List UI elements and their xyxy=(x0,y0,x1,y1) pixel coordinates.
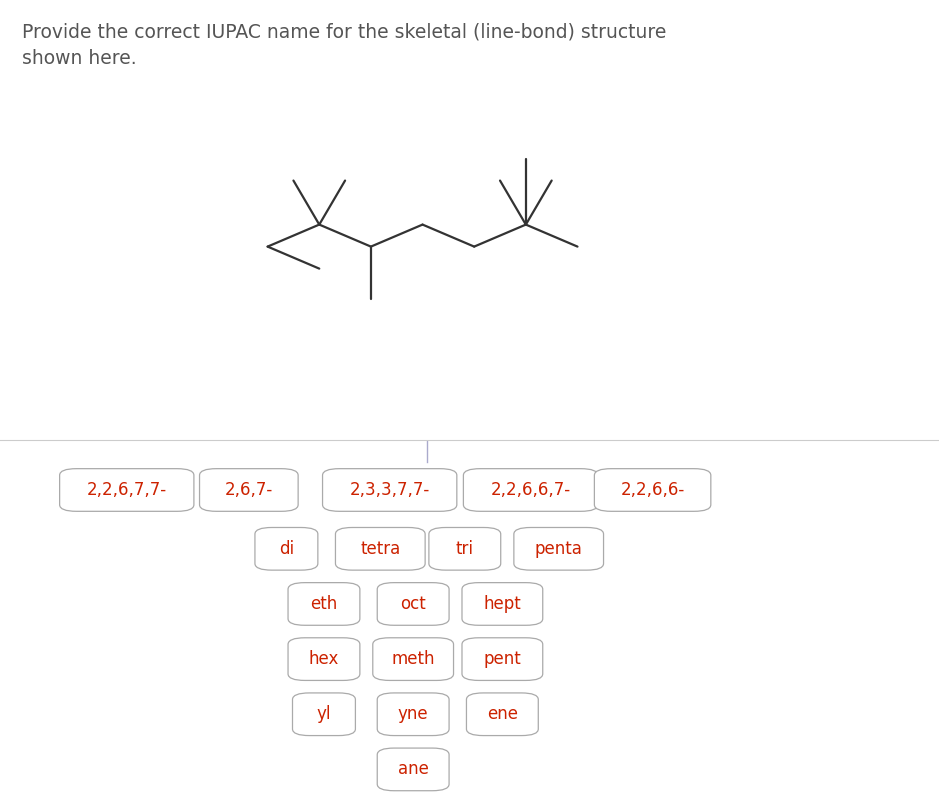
FancyBboxPatch shape xyxy=(323,469,456,511)
Text: 2,2,6,6,7-: 2,2,6,6,7- xyxy=(490,481,571,499)
Text: di: di xyxy=(279,540,294,558)
FancyBboxPatch shape xyxy=(429,528,500,570)
Text: ene: ene xyxy=(486,705,518,723)
Text: hex: hex xyxy=(309,650,339,668)
Text: meth: meth xyxy=(392,650,435,668)
FancyBboxPatch shape xyxy=(288,583,360,625)
Text: yl: yl xyxy=(316,705,331,723)
Text: pent: pent xyxy=(484,650,521,668)
FancyBboxPatch shape xyxy=(462,583,543,625)
FancyBboxPatch shape xyxy=(255,528,317,570)
Text: 2,2,6,7,7-: 2,2,6,7,7- xyxy=(86,481,167,499)
FancyBboxPatch shape xyxy=(292,693,355,735)
Text: 2,3,3,7,7-: 2,3,3,7,7- xyxy=(349,481,430,499)
FancyBboxPatch shape xyxy=(373,638,454,680)
FancyBboxPatch shape xyxy=(377,693,449,735)
Text: 2,2,6,6-: 2,2,6,6- xyxy=(621,481,685,499)
FancyBboxPatch shape xyxy=(594,469,711,511)
Text: tetra: tetra xyxy=(361,540,400,558)
Text: Provide the correct IUPAC name for the skeletal (line-bond) structure
shown here: Provide the correct IUPAC name for the s… xyxy=(22,22,666,68)
FancyBboxPatch shape xyxy=(462,638,543,680)
FancyBboxPatch shape xyxy=(467,693,538,735)
FancyBboxPatch shape xyxy=(288,638,360,680)
Text: eth: eth xyxy=(310,595,338,613)
Text: penta: penta xyxy=(535,540,582,558)
FancyBboxPatch shape xyxy=(200,469,299,511)
FancyBboxPatch shape xyxy=(335,528,425,570)
FancyBboxPatch shape xyxy=(377,583,449,625)
FancyBboxPatch shape xyxy=(60,469,194,511)
FancyBboxPatch shape xyxy=(514,528,604,570)
FancyBboxPatch shape xyxy=(464,469,598,511)
Text: tri: tri xyxy=(455,540,474,558)
Text: hept: hept xyxy=(484,595,521,613)
Text: ane: ane xyxy=(398,760,428,778)
Text: 2,6,7-: 2,6,7- xyxy=(224,481,273,499)
Text: oct: oct xyxy=(400,595,426,613)
Text: yne: yne xyxy=(398,705,428,723)
FancyBboxPatch shape xyxy=(377,748,449,791)
